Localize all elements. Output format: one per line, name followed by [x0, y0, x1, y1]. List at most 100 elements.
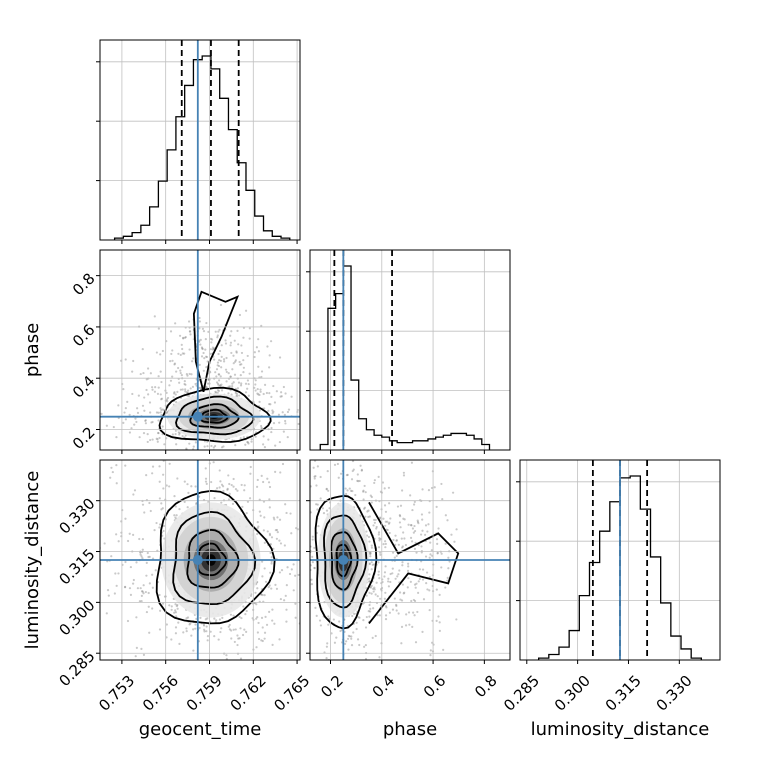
scatter-panel-phase-vs-luminosity_distance-sample-point [384, 540, 387, 543]
scatter-panel-geocent_time-vs-phase-sample-point [174, 322, 177, 325]
scatter-panel-geocent_time-vs-phase-sample-point [105, 424, 108, 427]
scatter-panel-geocent_time-vs-phase-sample-point [238, 360, 241, 364]
scatter-panel-geocent_time-vs-phase-sample-point [216, 382, 220, 385]
scatter-panel-geocent_time-vs-luminosity_distance-sample-point [201, 441, 203, 443]
scatter-panel-geocent_time-vs-phase-sample-point [216, 389, 220, 392]
scatter-panel-phase-vs-luminosity_distance-sample-point [362, 498, 365, 501]
scatter-panel-geocent_time-vs-luminosity_distance-sample-point [278, 571, 282, 574]
scatter-panel-geocent_time-vs-luminosity_distance-sample-point [128, 532, 131, 535]
scatter-panel-geocent_time-vs-luminosity_distance-sample-point [256, 439, 258, 441]
scatter-panel-geocent_time-vs-phase-sample-point [136, 411, 140, 415]
scatter-panel-geocent_time-vs-luminosity_distance-sample-point [162, 529, 165, 533]
scatter-panel-geocent_time-vs-phase-sample-point [259, 388, 262, 391]
scatter-panel-geocent_time-vs-luminosity_distance-sample-point [222, 489, 225, 493]
scatter-panel-geocent_time-vs-phase-sample-point [183, 352, 186, 355]
scatter-panel-phase-vs-luminosity_distance-sample-point [377, 573, 380, 576]
scatter-panel-phase-vs-luminosity_distance-sample-point [384, 542, 387, 546]
x-tick-label-geocent_time: 0.759 [183, 672, 226, 715]
scatter-panel-geocent_time-vs-phase-sample-point [236, 394, 239, 397]
scatter-panel-geocent_time-vs-luminosity_distance-sample-point [261, 639, 264, 643]
scatter-panel-geocent_time-vs-luminosity_distance-sample-point [279, 471, 282, 474]
scatter-panel-phase-vs-luminosity_distance-sample-point [403, 518, 406, 521]
scatter-panel-geocent_time-vs-phase-sample-point [141, 348, 144, 351]
scatter-panel-geocent_time-vs-phase-sample-point [239, 437, 242, 440]
scatter-panel-geocent_time-vs-phase-sample-point [247, 442, 250, 445]
scatter-panel-phase-vs-luminosity_distance-sample-point [312, 466, 315, 469]
scatter-panel-geocent_time-vs-phase-sample-point [209, 337, 213, 340]
scatter-panel-geocent_time-vs-luminosity_distance-sample-point [161, 602, 165, 605]
scatter-panel-geocent_time-vs-phase-sample-point [172, 392, 176, 395]
scatter-panel-phase-vs-luminosity_distance-sample-point [358, 479, 361, 483]
scatter-panel-geocent_time-vs-luminosity_distance-sample-point [194, 623, 197, 626]
scatter-panel-geocent_time-vs-phase-sample-point [188, 348, 191, 351]
scatter-panel-geocent_time-vs-luminosity_distance-sample-point [286, 566, 289, 569]
scatter-panel-geocent_time-vs-luminosity_distance-sample-point [158, 593, 161, 597]
scatter-panel-geocent_time-vs-luminosity_distance-sample-point [271, 619, 274, 622]
scatter-panel-geocent_time-vs-luminosity_distance-sample-point [220, 483, 224, 486]
scatter-panel-phase-vs-luminosity_distance-sample-point [377, 561, 380, 564]
scatter-panel-phase-vs-luminosity_distance-sample-point [411, 508, 414, 512]
scatter-panel-geocent_time-vs-phase-sample-point [199, 338, 202, 341]
scatter-panel-geocent_time-vs-phase-sample-point [189, 330, 192, 333]
scatter-panel-geocent_time-vs-phase-sample-point [319, 422, 321, 424]
scatter-panel-phase-vs-luminosity_distance-sample-point [400, 599, 404, 602]
scatter-panel-geocent_time-vs-phase-sample-point [268, 392, 271, 395]
scatter-panel-geocent_time-vs-luminosity_distance-sample-point [236, 489, 239, 492]
scatter-panel-geocent_time-vs-luminosity_distance-sample-point [135, 561, 138, 564]
scatter-panel-phase-vs-luminosity_distance-sample-point [384, 565, 387, 568]
scatter-panel-geocent_time-vs-phase-sample-point [212, 446, 215, 449]
scatter-panel-geocent_time-vs-phase-sample-point [281, 411, 284, 414]
scatter-panel-geocent_time-vs-phase-sample-point [190, 360, 194, 363]
scatter-panel-geocent_time-vs-phase-sample-point [213, 358, 216, 361]
scatter-panel-phase-vs-luminosity_distance-sample-point [335, 636, 338, 639]
scatter-panel-geocent_time-vs-phase-sample-point [219, 384, 222, 387]
scatter-panel-geocent_time-vs-phase-sample-point [142, 432, 146, 435]
scatter-panel-phase-vs-luminosity_distance-sample-point [326, 454, 328, 456]
scatter-panel-geocent_time-vs-luminosity_distance-sample-point [109, 476, 112, 479]
scatter-panel-geocent_time-vs-phase-sample-point [188, 442, 191, 445]
scatter-panel-geocent_time-vs-luminosity_distance-sample-point [254, 591, 257, 594]
scatter-panel-geocent_time-vs-luminosity_distance-sample-point [263, 541, 266, 544]
scatter-panel-phase-vs-luminosity_distance-sample-point [413, 500, 416, 503]
scatter-panel-geocent_time-vs-luminosity_distance-sample-point [256, 631, 259, 634]
scatter-panel-geocent_time-vs-phase-sample-point [267, 438, 270, 441]
scatter-panel-geocent_time-vs-phase-sample-point [268, 366, 271, 369]
scatter-panel-geocent_time-vs-phase-sample-point [198, 340, 201, 343]
scatter-panel-geocent_time-vs-phase-sample-point [246, 440, 249, 444]
scatter-panel-geocent_time-vs-phase-sample-point [144, 419, 147, 423]
scatter-panel-phase-vs-luminosity_distance-sample-point [321, 507, 324, 510]
scatter-panel-geocent_time-vs-phase-sample-point [202, 330, 206, 333]
scatter-panel-geocent_time-vs-phase-sample-point [215, 381, 219, 384]
scatter-panel-geocent_time-vs-phase-sample-point [181, 365, 184, 369]
scatter-panel-geocent_time-vs-luminosity_distance-sample-point [124, 517, 127, 520]
scatter-panel-geocent_time-vs-luminosity_distance-sample-point [269, 571, 272, 574]
scatter-panel-geocent_time-vs-phase-sample-point [202, 369, 205, 372]
scatter-panel-geocent_time-vs-luminosity_distance-sample-point [129, 565, 132, 569]
scatter-panel-phase-vs-luminosity_distance-sample-point [387, 580, 390, 583]
x-axis-label-luminosity-distance: luminosity_distance [531, 719, 710, 740]
scatter-panel-phase-vs-luminosity_distance-sample-point [365, 594, 368, 597]
scatter-panel-geocent_time-vs-phase-sample-point [132, 359, 135, 363]
scatter-panel-phase-vs-luminosity_distance-sample-point [344, 642, 347, 645]
scatter-panel-phase-vs-luminosity_distance-sample-point [389, 580, 392, 584]
scatter-panel-geocent_time-vs-phase-sample-point [175, 443, 178, 446]
scatter-panel-geocent_time-vs-phase-sample-point [283, 413, 286, 416]
scatter-panel-geocent_time-vs-phase-sample-point [224, 368, 228, 371]
scatter-panel-phase-vs-luminosity_distance-sample-point [306, 563, 308, 565]
scatter-panel-geocent_time-vs-phase-sample-point [183, 382, 186, 386]
scatter-panel-geocent_time-vs-luminosity_distance-sample-point [205, 482, 208, 485]
scatter-panel-geocent_time-vs-luminosity_distance-sample-point [239, 657, 243, 660]
scatter-panel-geocent_time-vs-phase-sample-point [280, 395, 283, 398]
scatter-panel-geocent_time-vs-luminosity_distance-sample-point [231, 502, 235, 505]
x-tick-label-luminosity_distance: 0.285 [500, 672, 543, 715]
scatter-panel-geocent_time-vs-luminosity_distance-sample-point [269, 542, 272, 546]
scatter-panel-geocent_time-vs-luminosity_distance-sample-point [260, 639, 263, 642]
scatter-panel-geocent_time-vs-phase-sample-point [235, 350, 238, 353]
scatter-panel-geocent_time-vs-luminosity_distance-sample-point [275, 587, 279, 590]
scatter-panel-geocent_time-vs-luminosity_distance-sample-point [206, 617, 209, 620]
scatter-panel-geocent_time-vs-phase-sample-point [157, 386, 160, 389]
scatter-panel-phase-vs-luminosity_distance-sample-point [455, 618, 458, 621]
scatter-panel-geocent_time-vs-phase-sample-point [142, 371, 145, 375]
scatter-panel-geocent_time-vs-phase-sample-point [225, 356, 228, 360]
scatter-panel-phase-vs-luminosity_distance-sample-point [364, 643, 367, 647]
